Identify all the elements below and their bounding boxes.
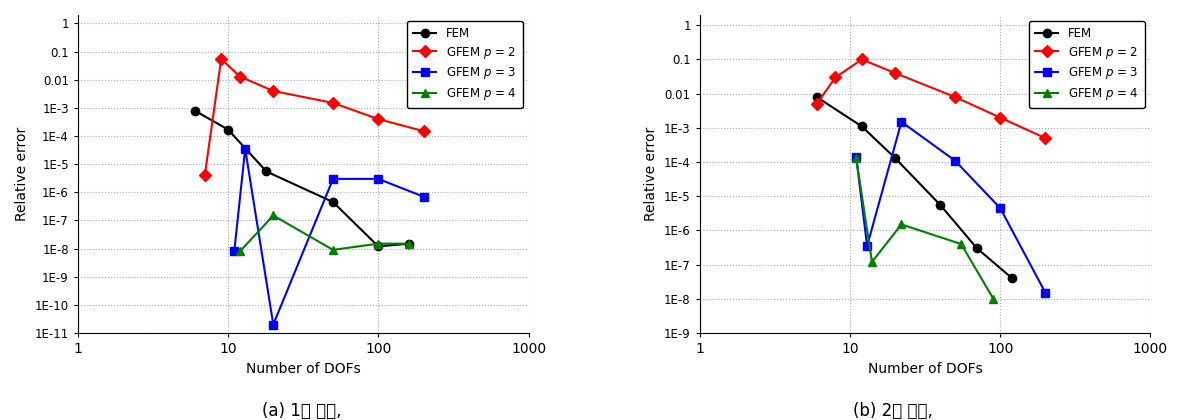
GFEM $p$ = 2 <box>948 94 962 100</box>
FEM <box>188 108 202 113</box>
GFEM $p$ = 3 <box>227 249 241 254</box>
GFEM $p$ = 2 <box>1039 136 1053 141</box>
Line: GFEM $p$ = 4: GFEM $p$ = 4 <box>852 154 997 303</box>
Y-axis label: Relative error: Relative error <box>645 127 659 221</box>
GFEM $p$ = 4 <box>849 156 864 161</box>
GFEM $p$ = 2 <box>855 57 870 62</box>
GFEM $p$ = 4 <box>402 241 416 246</box>
FEM <box>933 202 948 207</box>
GFEM $p$ = 3 <box>849 155 864 160</box>
Line: GFEM $p$ = 2: GFEM $p$ = 2 <box>813 55 1049 142</box>
GFEM $p$ = 3 <box>416 194 431 199</box>
GFEM $p$ = 2 <box>371 117 386 122</box>
GFEM $p$ = 3 <box>860 244 874 249</box>
Text: (a) 1차 모드,: (a) 1차 모드, <box>261 402 342 420</box>
GFEM $p$ = 2 <box>198 173 212 178</box>
Legend: FEM, GFEM $p$ = 2, GFEM $p$ = 3, GFEM $p$ = 4: FEM, GFEM $p$ = 2, GFEM $p$ = 3, GFEM $p… <box>1029 21 1144 108</box>
GFEM $p$ = 4 <box>233 249 247 254</box>
FEM <box>221 127 235 132</box>
FEM <box>371 244 386 249</box>
Line: GFEM $p$ = 3: GFEM $p$ = 3 <box>231 145 428 329</box>
GFEM $p$ = 2 <box>888 71 903 76</box>
FEM <box>855 124 870 129</box>
GFEM $p$ = 4 <box>987 296 1001 301</box>
GFEM $p$ = 4 <box>865 260 879 265</box>
GFEM $p$ = 3 <box>1039 290 1053 295</box>
FEM <box>970 246 984 251</box>
GFEM $p$ = 3 <box>894 119 909 124</box>
GFEM $p$ = 2 <box>416 129 431 134</box>
GFEM $p$ = 3 <box>266 322 280 327</box>
Line: FEM: FEM <box>190 106 413 251</box>
GFEM $p$ = 2 <box>828 75 842 80</box>
GFEM $p$ = 2 <box>809 102 823 107</box>
GFEM $p$ = 3 <box>327 176 341 181</box>
FEM <box>259 169 273 174</box>
GFEM $p$ = 2 <box>327 100 341 105</box>
GFEM $p$ = 2 <box>266 89 280 94</box>
FEM <box>402 241 416 246</box>
Line: GFEM $p$ = 3: GFEM $p$ = 3 <box>852 118 1049 297</box>
Line: GFEM $p$ = 4: GFEM $p$ = 4 <box>235 211 413 255</box>
Y-axis label: Relative error: Relative error <box>15 127 30 221</box>
GFEM $p$ = 3 <box>948 158 962 163</box>
GFEM $p$ = 3 <box>371 176 386 181</box>
FEM <box>327 200 341 205</box>
X-axis label: Number of DOFs: Number of DOFs <box>867 362 982 375</box>
GFEM $p$ = 2 <box>233 74 247 79</box>
GFEM $p$ = 4 <box>266 213 280 218</box>
Legend: FEM, GFEM $p$ = 2, GFEM $p$ = 3, GFEM $p$ = 4: FEM, GFEM $p$ = 2, GFEM $p$ = 3, GFEM $p… <box>407 21 523 108</box>
Text: (b) 2차 모드,: (b) 2차 모드, <box>853 402 933 420</box>
Line: GFEM $p$ = 2: GFEM $p$ = 2 <box>201 55 428 179</box>
FEM <box>1006 276 1020 281</box>
GFEM $p$ = 2 <box>993 115 1007 120</box>
X-axis label: Number of DOFs: Number of DOFs <box>246 362 361 375</box>
GFEM $p$ = 3 <box>993 205 1007 210</box>
GFEM $p$ = 4 <box>955 241 969 247</box>
GFEM $p$ = 4 <box>371 241 386 246</box>
GFEM $p$ = 4 <box>327 247 341 252</box>
Line: FEM: FEM <box>813 93 1016 282</box>
GFEM $p$ = 2 <box>214 56 228 61</box>
FEM <box>809 94 823 100</box>
GFEM $p$ = 3 <box>238 146 252 151</box>
FEM <box>888 156 903 161</box>
GFEM $p$ = 4 <box>894 222 909 227</box>
